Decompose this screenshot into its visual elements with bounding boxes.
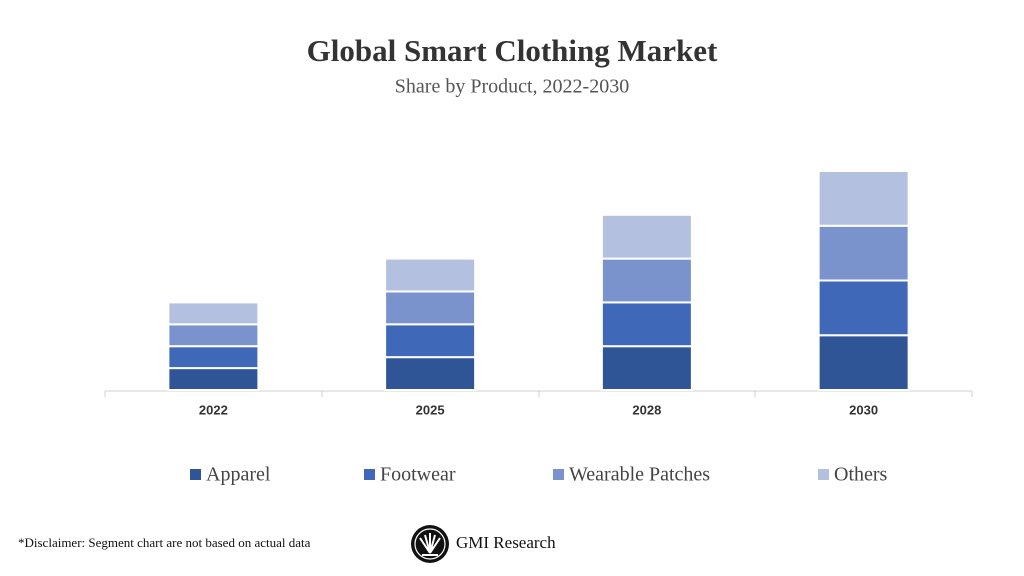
logo-ring xyxy=(414,528,446,560)
bar-segment xyxy=(600,257,693,304)
bar-segment xyxy=(384,257,477,293)
brand-logo xyxy=(411,525,449,563)
logo-fan xyxy=(419,533,441,554)
bar-segment xyxy=(167,345,260,370)
x-tick-label: 2028 xyxy=(632,402,661,417)
bar-segment xyxy=(167,367,260,392)
bar-segment xyxy=(600,301,693,348)
bar-segment xyxy=(817,279,910,337)
legend-swatch xyxy=(364,469,375,480)
x-tick-label: 2030 xyxy=(849,402,878,417)
bar-segment xyxy=(817,170,910,227)
bar-segment xyxy=(384,290,477,326)
category-separators xyxy=(104,391,973,397)
legend-label: Wearable Patches xyxy=(569,464,710,486)
brand-name: GMI Research xyxy=(456,533,556,552)
legend-label: Apparel xyxy=(206,464,271,486)
bar-segment xyxy=(384,356,477,391)
legend-label: Footwear xyxy=(380,464,456,486)
bar-segment xyxy=(167,323,260,348)
bar-segment xyxy=(817,224,910,282)
disclaimer: *Disclaimer: Segment chart are not based… xyxy=(18,535,311,550)
legend-swatch xyxy=(190,469,201,480)
x-tick-label: 2022 xyxy=(199,402,228,417)
bar-segment xyxy=(167,301,260,326)
bar-segment xyxy=(384,323,477,359)
legend-label: Others xyxy=(834,464,888,486)
bar-segment xyxy=(817,334,910,391)
bar-segment xyxy=(600,213,693,260)
chart-subtitle: Share by Product, 2022-2030 xyxy=(395,76,629,98)
legend-swatch xyxy=(553,469,564,480)
legend-swatch xyxy=(818,469,829,480)
x-tick-label: 2025 xyxy=(416,402,445,417)
bar-segment xyxy=(600,345,693,392)
chart-title: Global Smart Clothing Market xyxy=(307,33,718,68)
